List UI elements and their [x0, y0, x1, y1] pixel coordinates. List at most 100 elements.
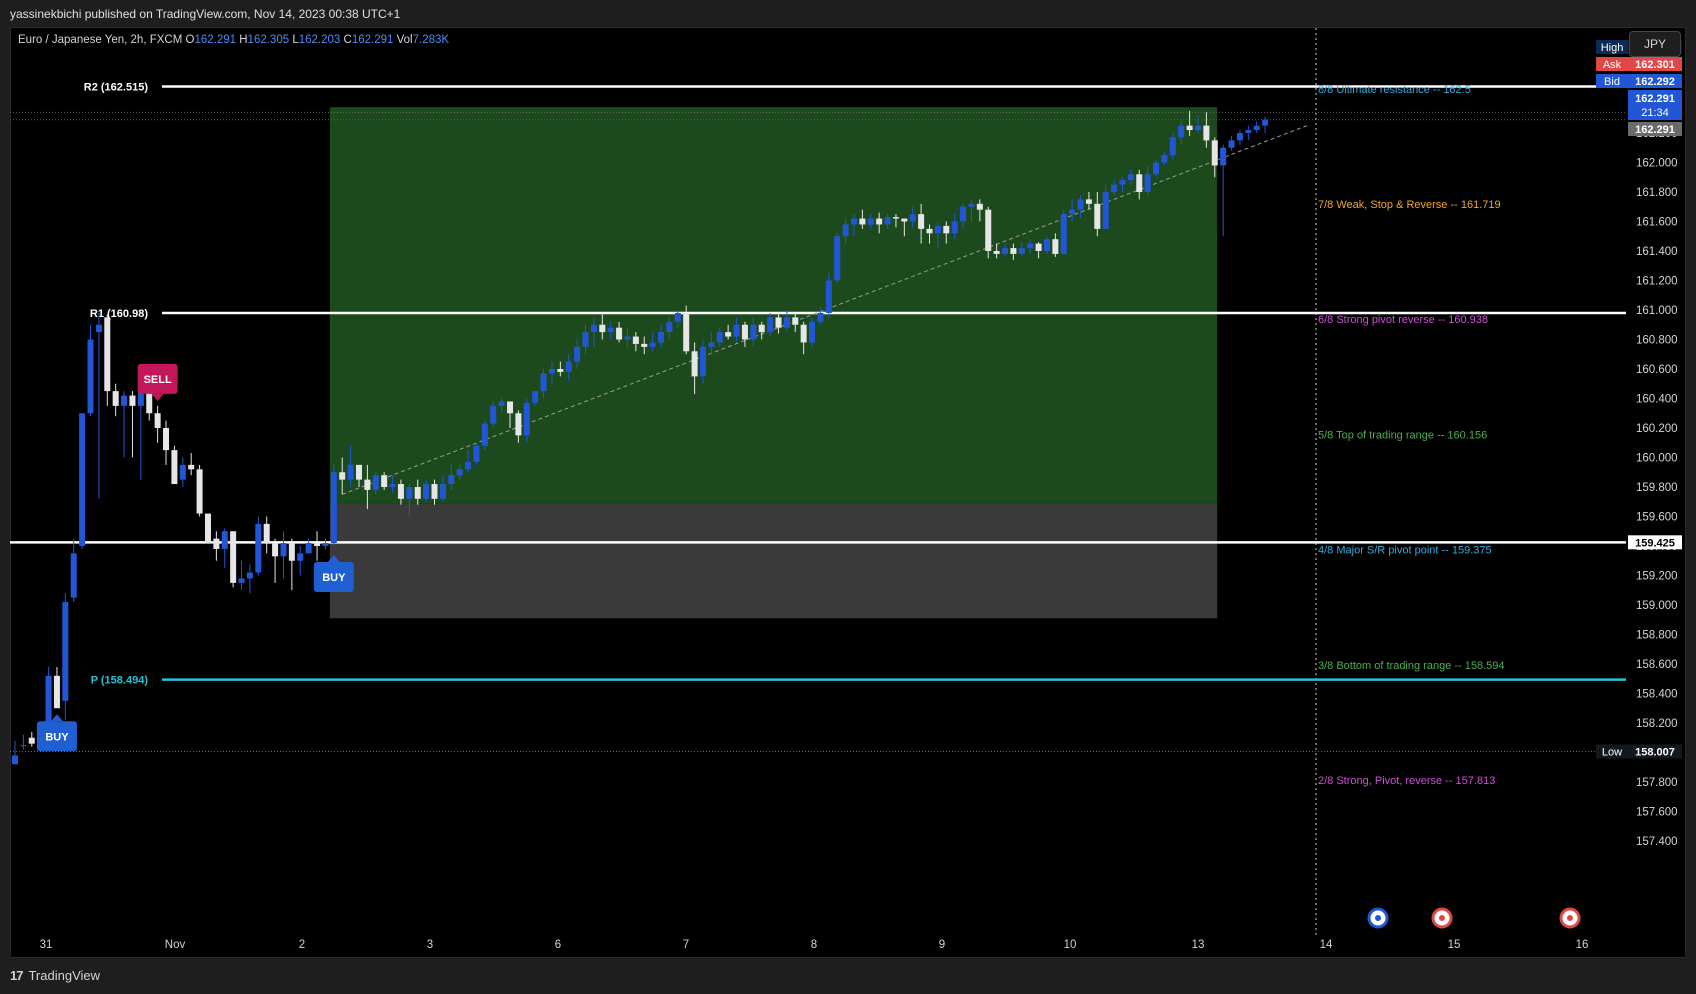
candle-body — [372, 475, 379, 490]
candle-body — [87, 339, 94, 414]
candle-body — [263, 523, 270, 544]
candle-body — [406, 487, 413, 499]
candle-body — [188, 464, 195, 470]
candle-body — [53, 675, 60, 709]
candle-body — [1194, 125, 1201, 131]
candle-body — [330, 472, 337, 544]
bid-badge-value-box — [1628, 74, 1682, 88]
murrey-level-label: 8/8 Ultimate resistance -- 162.5 — [1318, 84, 1471, 96]
published-text: yassinekbichi published on TradingView.c… — [10, 7, 401, 21]
candle-body — [1220, 147, 1227, 166]
price-tick-label: 161.000 — [1636, 305, 1678, 317]
candle-body — [1153, 162, 1160, 175]
pivot-levels: R2 (162.515) R1 (160.98) P (158.494) — [10, 28, 1626, 935]
high-badge-label: High — [1601, 42, 1624, 54]
tag-box — [137, 363, 178, 394]
low-badge-value-box — [1628, 744, 1682, 759]
pivot-label: P (158.494) — [91, 675, 149, 687]
profit-zone — [329, 107, 1218, 504]
candle-body — [909, 214, 916, 222]
candle-body — [297, 553, 304, 561]
candle-body — [1245, 130, 1252, 133]
candle-body — [775, 317, 782, 328]
price-tick-label: 157.400 — [1636, 836, 1678, 848]
buy-signal-tag: BUY — [313, 555, 354, 592]
publisher-bar: yassinekbichi published on TradingView.c… — [0, 0, 1696, 28]
tag-box — [313, 562, 354, 592]
candle-body — [884, 217, 891, 225]
ask-badge-label-box — [1596, 57, 1628, 71]
candle-body — [1052, 239, 1059, 254]
time-tick-label: 31 — [40, 939, 53, 951]
price-tick-label: 157.800 — [1636, 777, 1678, 789]
candle-body — [892, 217, 899, 219]
candle-body — [616, 327, 623, 340]
candle-body — [599, 324, 606, 333]
candle-body — [45, 675, 52, 726]
candle-body — [314, 543, 321, 546]
price-tick-label: 161.400 — [1636, 246, 1678, 258]
candle-body — [548, 369, 555, 374]
candle-body — [322, 543, 329, 546]
candle-body — [305, 543, 312, 554]
candle-body — [985, 209, 992, 251]
high-value: 162.305 — [247, 34, 290, 46]
candles — [12, 110, 1269, 765]
tag-label: BUY — [45, 731, 69, 743]
candle-body — [851, 218, 857, 225]
candle-body — [465, 461, 472, 470]
tradingview-logo-icon: 17 — [10, 968, 24, 983]
volume-label: Vol — [396, 34, 413, 46]
price-tick-label: 160.400 — [1636, 394, 1678, 406]
candle-body — [800, 324, 807, 343]
candle-body — [733, 324, 740, 337]
tag-pointer — [151, 393, 164, 401]
candle-body — [104, 317, 111, 392]
candle-body — [1069, 209, 1076, 215]
time-tick-label: 8 — [811, 939, 817, 951]
candle-body — [1178, 125, 1185, 138]
murrey-level-label: 2/8 Strong, Pivot, reverse -- 157.813 — [1318, 775, 1495, 787]
candle-body — [607, 327, 614, 333]
candle-body — [1077, 199, 1084, 210]
candle-body — [364, 479, 371, 490]
price-tick-label: 160.000 — [1636, 453, 1678, 465]
price-tick-label: 161.600 — [1636, 217, 1678, 229]
candle-body — [649, 342, 656, 347]
last-price-box — [1628, 90, 1682, 120]
currency-button[interactable]: JPY — [1629, 31, 1681, 57]
candle-body — [1094, 203, 1101, 229]
candle-body — [288, 543, 295, 561]
candle-body — [951, 221, 958, 234]
tradingview-logo[interactable]: 17 TradingView — [10, 968, 100, 983]
candle-body — [196, 469, 203, 514]
candle-body — [137, 391, 144, 406]
candle-body — [121, 395, 128, 406]
candle-body — [641, 343, 648, 347]
candle-body — [1035, 243, 1042, 251]
candle-body — [163, 428, 170, 451]
candle-body — [1119, 180, 1126, 185]
time-tick-label: 3 — [427, 939, 433, 951]
candle-body — [918, 214, 925, 229]
high-label: H — [239, 34, 248, 46]
candle-body — [12, 755, 18, 765]
candle-body — [1010, 248, 1017, 254]
candle-body — [725, 332, 732, 337]
candle-body — [741, 324, 748, 340]
candle-body — [481, 423, 488, 446]
event-flag-icon-dot — [1439, 915, 1445, 921]
price-tick-label: 158.400 — [1636, 689, 1678, 701]
candle-body — [490, 405, 497, 424]
time-axis: 31 Nov 2 3 6 7 8 9 10 13 14 15 16 — [40, 939, 1589, 951]
price-tick-label: 159.000 — [1636, 600, 1678, 612]
candle-body — [1211, 140, 1218, 166]
ask-badge-value: 162.301 — [1635, 59, 1675, 71]
candle-body — [355, 464, 362, 480]
time-tick-label: 2 — [299, 939, 305, 951]
ask-badge-value-box — [1628, 57, 1682, 71]
murrey-math-levels: 8/8 Ultimate resistance -- 162.5 7/8 Weak… — [1318, 84, 1505, 787]
candle-body — [238, 578, 245, 583]
signal-tags: BUY SELL BUY — [36, 363, 354, 752]
